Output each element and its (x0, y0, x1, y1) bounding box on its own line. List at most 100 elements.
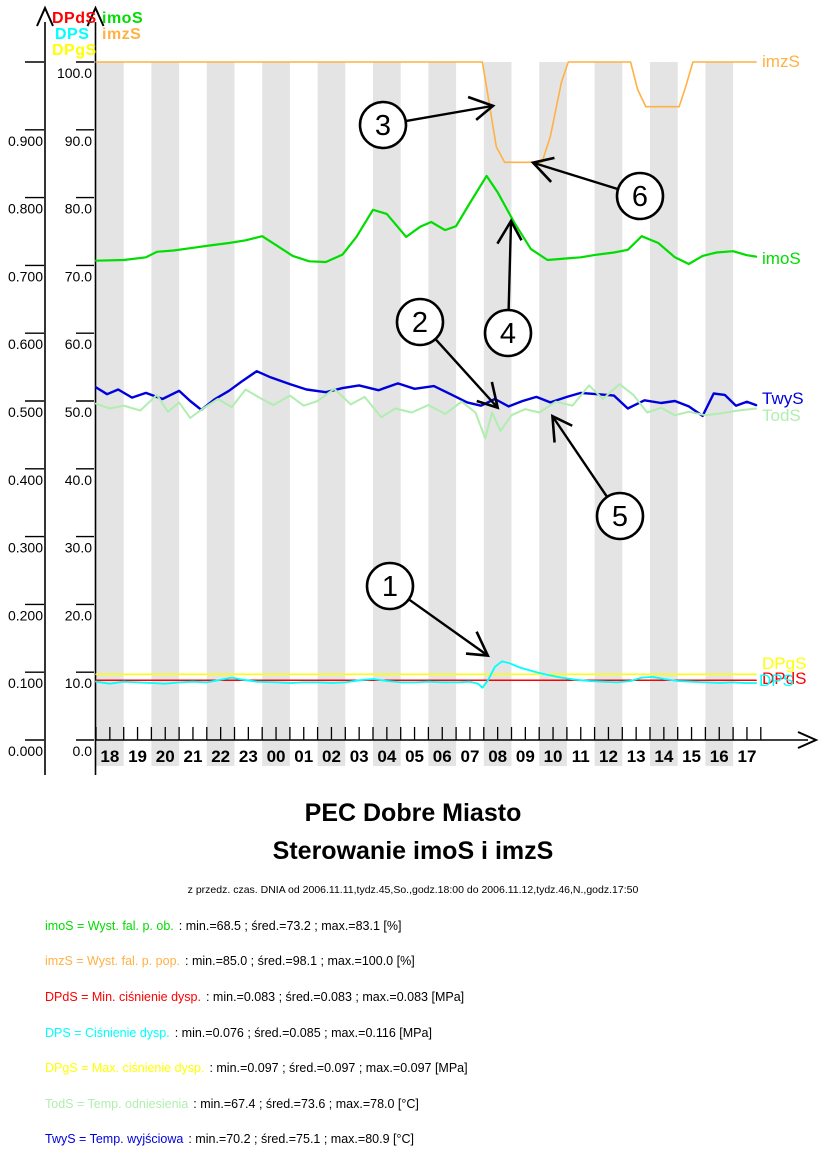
x-axis-arrow-icon (797, 731, 819, 749)
legend-row-imoS: imoS = Wyst. fal. p. ob. : min.=68.5 ; śr… (45, 908, 468, 944)
y-tick-mpa: 0.700 (8, 268, 43, 284)
x-tick-hour-08: 08 (488, 747, 507, 766)
y-axis-mpa: 0.000 0.100 0.200 0.300 0.400 0.500 0.600 0.700… (8, 5, 54, 775)
callout-number-6: 6 (632, 181, 648, 213)
x-tick-hour-01: 01 (294, 747, 313, 766)
callout-circle-1 (365, 561, 415, 611)
y-tick-mpa: 0.500 (8, 404, 43, 420)
callout-arrow-1 (408, 598, 490, 658)
x-tick-hour-14: 14 (654, 747, 673, 766)
x-tick-hour-03: 03 (350, 747, 369, 766)
hour-stripe-20 (151, 62, 180, 766)
callout-arrow-3 (405, 95, 496, 123)
top-legend-imoS: imoS (102, 10, 144, 27)
x-tick-hour-17: 17 (737, 747, 756, 766)
x-tick-hour-22: 22 (211, 747, 230, 766)
callout-arrow-5 (550, 414, 609, 498)
callout-number-4: 4 (500, 318, 516, 350)
y-tick-mpa: 0.600 (8, 336, 43, 352)
y-tick-mpa: 0.000 (8, 743, 43, 759)
legend-label: imoS = Wyst. fal. p. ob. (45, 918, 174, 933)
y-tick-mpa: 0.400 (8, 472, 43, 488)
legend-stats: : min.=70.2 ; śred.=75.1 ; max.=80.9 [°C… (188, 1132, 414, 1147)
series-label-TwyS: TwyS (762, 389, 804, 408)
legend-row-imzS: imzS = Wyst. fal. p. pop. : min.=85.0 ; ś… (45, 944, 468, 980)
y-tick-percent: 20.0 (65, 607, 92, 623)
legend-stats: : min.=68.5 ; śred.=73.2 ; max.=83.1 [%] (178, 918, 402, 933)
legend-label: imzS = Wyst. fal. p. pop. (45, 954, 181, 969)
top-legend-DPS: DPS (55, 26, 90, 43)
y-axis-percent: 0.0 10.0 20.0 30.0 40.0 50.0 60.0 70.0 80.0 90.0 1… (57, 5, 105, 775)
legend-label: DPgS = Max. ciśnienie dysp. (45, 1061, 205, 1076)
y-tick-mpa: 0.900 (8, 133, 43, 149)
hour-stripe-22 (206, 62, 235, 766)
legend-stats: : min.=85.0 ; śred.=98.1 ; max.=100.0 [%… (185, 954, 415, 969)
y-tick-mpa: 0.200 (8, 607, 43, 623)
series-label-imzS: imzS (762, 52, 800, 71)
time-range-caption: z przedz. czas. DNIA od 2006.11.11,tydz.… (187, 884, 639, 896)
callout-number-3: 3 (375, 110, 391, 142)
series-line-DPS (95, 660, 757, 689)
x-tick-hour-06: 06 (433, 747, 452, 766)
series-label-imoS: imoS (762, 249, 801, 268)
legend-stats: : min.=0.097 ; śred.=0.097 ; max.=0.097 … (209, 1061, 468, 1076)
x-tick-hour-12: 12 (599, 747, 618, 766)
hour-stripe-18 (96, 62, 124, 766)
series-line-TodS (95, 383, 758, 440)
chart-title: PEC Dobre Miasto (304, 799, 522, 827)
legend-row-DPS: DPS = Ciśnienie dysp.: min.=0.076 ; śred… (45, 1015, 468, 1051)
callout-circle-5 (595, 491, 645, 541)
series-label-DPdS: DPdS (762, 669, 806, 688)
legend-row-DPgS: DPgS = Max. ciśnienie dysp. : min.=0.097 … (45, 1050, 468, 1086)
hour-stripe-00 (262, 62, 290, 766)
callout-circle-4 (483, 308, 533, 358)
x-tick-hour-15: 15 (682, 747, 701, 766)
series-line-TwyS (94, 370, 758, 418)
top-legend-DPdS: DPdS (52, 10, 97, 27)
callout-number-5: 5 (612, 501, 628, 533)
trend-chart: 0.0000.1000.2000.3000.4000.5000.6000.700… (8, 5, 819, 775)
y-tick-mpa: 0.800 (8, 201, 43, 217)
top-legend-DPgS: DPgS (52, 42, 97, 59)
legend-row-DPdS: DPdS = Min. ciśnienie dysp. : min.=0.083 … (45, 979, 468, 1015)
y-axis-percent-arrow-icon (86, 5, 105, 27)
callout-arrow-2 (434, 338, 500, 410)
callouts: 1 2 3 4 5 6 (358, 95, 665, 658)
y-tick-mpa: 0.100 (8, 675, 43, 691)
x-tick-hour-02: 02 (322, 747, 341, 766)
callout-arrow-4 (496, 218, 523, 311)
legend-stats: : min.=67.4 ; śred.=73.6 ; max.=78.0 [°C… (193, 1096, 419, 1111)
callout-arrow-6 (530, 156, 619, 191)
y-tick-percent: 100.0 (57, 65, 92, 81)
series-line-imoS (94, 174, 758, 266)
hour-stripe-02 (317, 62, 346, 766)
x-tick-hour-09: 09 (516, 747, 535, 766)
x-tick-hour-23: 23 (239, 747, 258, 766)
y-tick-percent: 30.0 (65, 540, 92, 556)
x-tick-hour-11: 11 (572, 747, 590, 766)
hour-stripe-10 (539, 62, 567, 766)
y-tick-percent: 40.0 (65, 472, 92, 488)
y-tick-percent: 10.0 (65, 675, 92, 691)
x-tick-hour-10: 10 (544, 747, 563, 766)
y-tick-percent: 90.0 (65, 133, 92, 149)
legend-stats: : min.=0.083 ; śred.=0.083 ; max.=0.083 … (205, 989, 465, 1004)
y-tick-percent: 70.0 (65, 268, 92, 284)
x-tick-hour-05: 05 (405, 747, 424, 766)
x-tick-hour-13: 13 (627, 747, 646, 766)
hour-stripes (96, 62, 734, 766)
callout-circle-2 (395, 297, 445, 347)
x-tick-hour-00: 00 (267, 747, 286, 766)
series-label-DPgS: DPgS (762, 654, 806, 673)
x-axis: 18 19 20 21 22 23 00 01 02 03 04 05 06 07 08 09 10 11 12 13… (95, 727, 819, 766)
series-line-imzS (95, 61, 757, 164)
x-tick-hour-19: 19 (128, 747, 147, 766)
x-tick-hour-04: 04 (377, 747, 396, 766)
y-tick-percent: 60.0 (65, 336, 92, 352)
legend-label: TodS = Temp. odniesienia (45, 1096, 189, 1111)
callout-circle-3 (358, 100, 408, 150)
y-tick-percent: 50.0 (65, 404, 92, 420)
legend-label: DPdS = Min. ciśnienie dysp. (45, 989, 201, 1004)
